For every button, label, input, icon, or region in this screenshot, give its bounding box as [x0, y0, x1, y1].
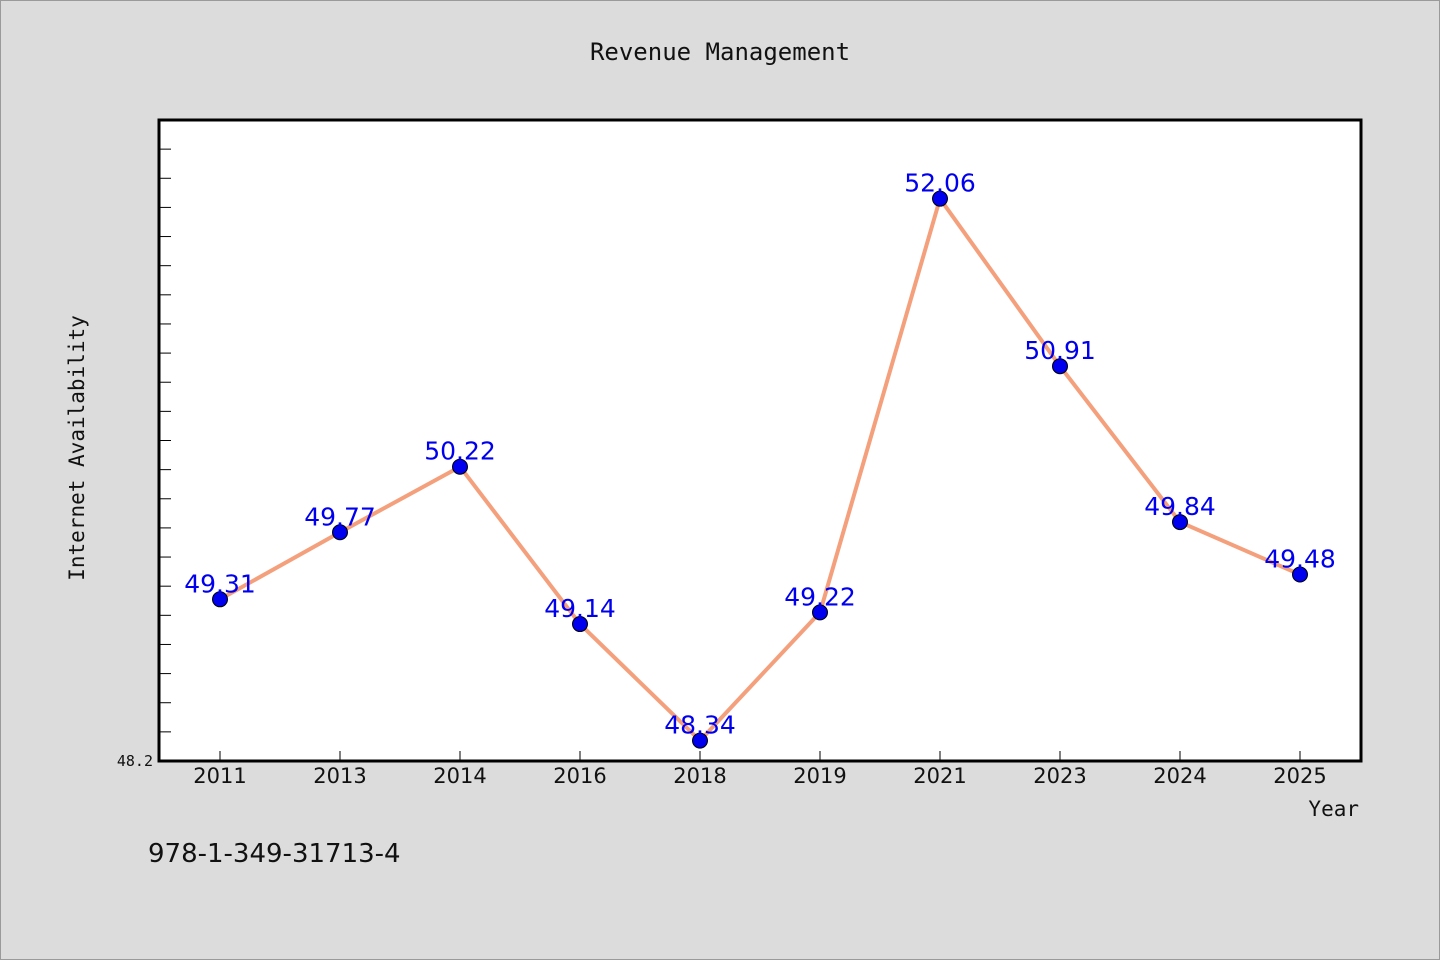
x-tick-label: 2018 [673, 764, 726, 788]
series-line [219, 196, 1301, 743]
data-point [932, 190, 948, 207]
data-label: 49.14 [544, 594, 616, 623]
data-label: 50.91 [1024, 336, 1096, 365]
y-tick-label: 48.2 [117, 752, 153, 770]
data-label: 49.48 [1264, 545, 1336, 574]
data-label: 49.77 [304, 502, 376, 531]
y-minor-ticks [159, 119, 171, 762]
data-point [452, 458, 468, 475]
x-tick-label: 2013 [313, 764, 366, 788]
data-point [692, 732, 708, 749]
data-point [1292, 566, 1308, 583]
data-point [572, 616, 588, 633]
footer-identifier: 978-1-349-31713-4 [148, 839, 401, 869]
labels-layer: 49.31 49.77 50.22 49.14 48.34 49.22 52.06 50.91… [184, 169, 1336, 740]
y-axis-label: Internet Availability [65, 315, 89, 581]
x-tick-label: 2023 [1033, 764, 1086, 788]
x-tick-label: 2014 [433, 764, 486, 788]
data-label: 50.22 [424, 437, 496, 466]
x-axis-label: Year [1308, 797, 1359, 821]
data-label: 49.31 [184, 569, 256, 598]
x-tick-label: 2019 [793, 764, 846, 788]
x-tick-label: 2011 [193, 764, 246, 788]
x-tick-label: 2025 [1273, 764, 1326, 788]
data-label: 48.34 [664, 711, 736, 740]
x-tick-label: 2021 [913, 764, 966, 788]
data-label: 49.22 [784, 582, 856, 611]
x-tick-label: 2016 [553, 764, 606, 788]
series-layer [212, 190, 1308, 749]
data-label: 49.84 [1144, 492, 1216, 521]
x-ticks: 2011 2013 2014 2016 2018 2019 2021 2023 2024 2025 [193, 751, 1327, 788]
data-point [1052, 358, 1068, 375]
plot-area [157, 118, 1363, 763]
data-point [1172, 514, 1188, 531]
chart-title: Revenue Management [590, 38, 850, 66]
data-label: 52.06 [904, 169, 976, 198]
data-point [812, 604, 828, 621]
x-tick-label: 2024 [1153, 764, 1206, 788]
data-point [212, 591, 228, 608]
data-point [332, 524, 348, 541]
